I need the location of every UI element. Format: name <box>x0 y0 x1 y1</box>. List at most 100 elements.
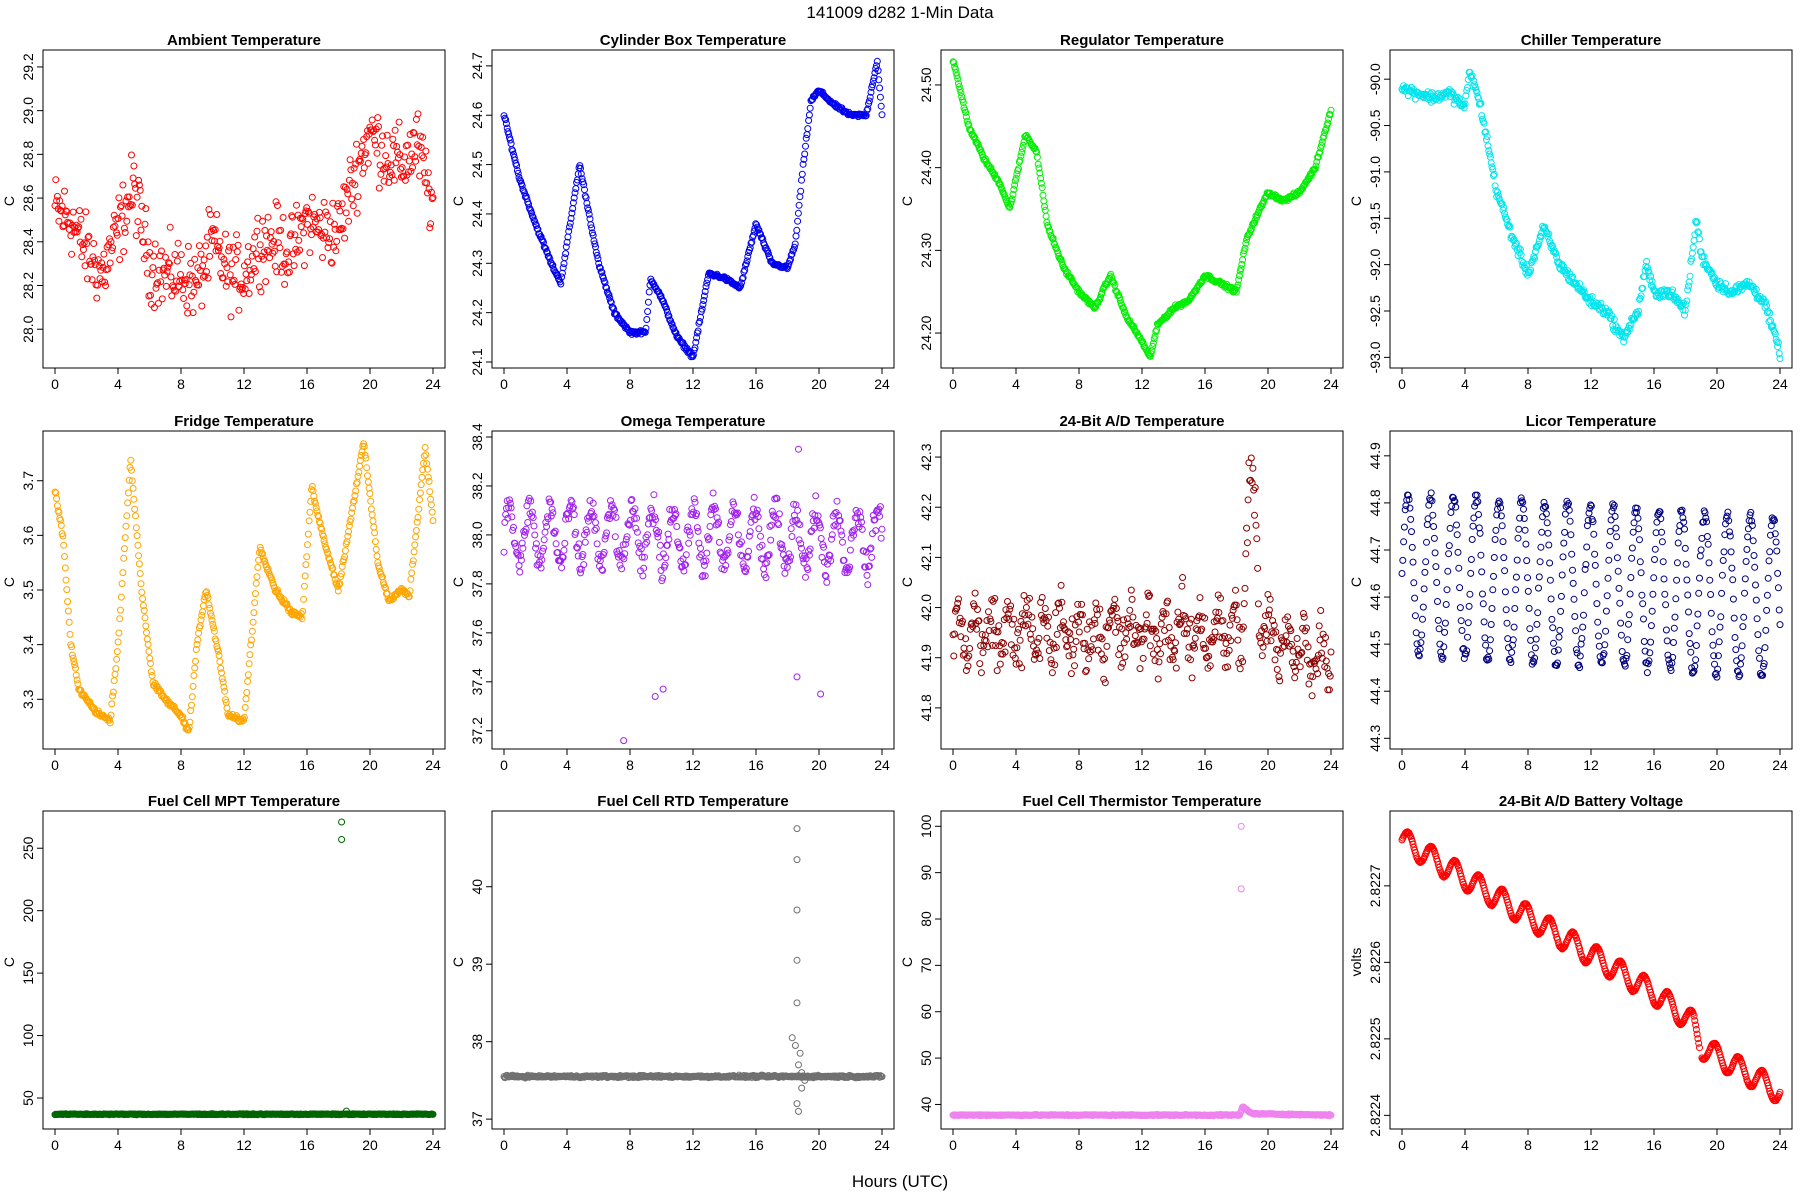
data-point <box>219 678 227 686</box>
data-point <box>1693 622 1701 630</box>
data-point <box>1486 636 1494 644</box>
data-point <box>1637 292 1645 300</box>
data-point <box>255 283 263 291</box>
x-tick-label: 16 <box>748 757 764 773</box>
data-point <box>1605 556 1613 564</box>
data-point <box>1590 530 1598 538</box>
data-point <box>806 104 814 112</box>
data-point <box>233 248 241 256</box>
data-point <box>1022 604 1030 611</box>
data-point <box>344 532 352 540</box>
data-point <box>1581 565 1589 573</box>
data-point <box>121 534 129 542</box>
data-point <box>532 222 540 229</box>
x-tick-label: 0 <box>1398 757 1406 773</box>
data-point <box>1762 298 1770 306</box>
data-point <box>1065 652 1073 660</box>
data-point <box>538 556 546 564</box>
panel-title: Fuel Cell MPT Temperature <box>148 793 340 810</box>
data-point <box>1634 514 1642 522</box>
data-point <box>959 99 967 106</box>
data-point <box>560 260 568 268</box>
data-point <box>704 276 712 284</box>
x-tick-label: 20 <box>811 1137 827 1153</box>
data-point <box>712 505 719 513</box>
data-point <box>1107 270 1115 278</box>
data-point <box>598 566 606 574</box>
data-point <box>1283 638 1291 646</box>
data-point <box>518 182 526 190</box>
data-point <box>420 452 428 460</box>
data-point <box>791 240 799 248</box>
data-point <box>1521 526 1529 534</box>
data-point <box>137 580 145 588</box>
data-point <box>705 534 713 542</box>
data-point <box>1766 309 1774 317</box>
data-point <box>1026 630 1034 638</box>
data-point <box>1002 606 1010 614</box>
data-point <box>793 226 801 234</box>
data-point <box>1411 594 1419 602</box>
data-point <box>1666 664 1674 672</box>
data-point <box>1311 657 1319 665</box>
data-point <box>552 540 560 548</box>
data-point <box>1507 659 1515 666</box>
data-point <box>1639 284 1647 292</box>
data-point <box>226 271 234 279</box>
data-point <box>1302 639 1310 647</box>
data-point <box>365 484 373 492</box>
data-point <box>1036 655 1044 662</box>
outlier-point <box>659 685 667 693</box>
data-point <box>1037 179 1045 187</box>
data-point <box>755 226 763 234</box>
data-point <box>371 136 379 144</box>
data-point <box>1273 666 1281 673</box>
data-point <box>831 510 839 517</box>
data-point <box>562 250 570 258</box>
data-point <box>720 566 728 574</box>
data-point <box>1692 219 1700 227</box>
data-point <box>725 536 733 544</box>
data-point <box>177 271 184 278</box>
data-point <box>1415 652 1423 660</box>
data-point <box>68 250 76 258</box>
data-point <box>115 629 123 637</box>
data-point <box>1212 608 1220 616</box>
data-point <box>1566 517 1574 525</box>
data-point <box>802 573 809 581</box>
data-point <box>66 630 74 638</box>
data-point <box>563 238 571 246</box>
data-point <box>1682 301 1690 308</box>
x-tick-label: 24 <box>874 376 890 392</box>
data-point <box>1494 188 1501 196</box>
data-point <box>113 655 121 663</box>
data-point <box>142 622 150 630</box>
data-point <box>296 613 304 621</box>
data-point <box>554 549 562 556</box>
data-point <box>513 162 521 169</box>
x-tick-label: 12 <box>236 376 252 392</box>
data-point <box>364 478 372 486</box>
data-point <box>516 568 524 576</box>
plot-frame <box>42 49 446 369</box>
data-point <box>1531 644 1539 652</box>
data-point <box>507 504 515 512</box>
data-point <box>1482 655 1490 663</box>
data-point <box>1726 528 1733 536</box>
data-point <box>1707 591 1715 598</box>
data-point <box>405 157 413 165</box>
data-point <box>1293 635 1301 642</box>
data-point <box>1627 574 1635 581</box>
data-point <box>1254 600 1262 608</box>
data-point <box>1634 310 1642 318</box>
data-point <box>1261 624 1269 632</box>
data-point <box>1266 595 1274 603</box>
data-point <box>798 544 805 552</box>
data-point <box>1417 639 1425 647</box>
data-point <box>1694 610 1702 618</box>
data-point <box>1262 631 1270 639</box>
data-point <box>414 110 422 118</box>
data-point <box>1292 667 1299 675</box>
data-point <box>245 290 253 297</box>
data-point <box>125 476 133 484</box>
